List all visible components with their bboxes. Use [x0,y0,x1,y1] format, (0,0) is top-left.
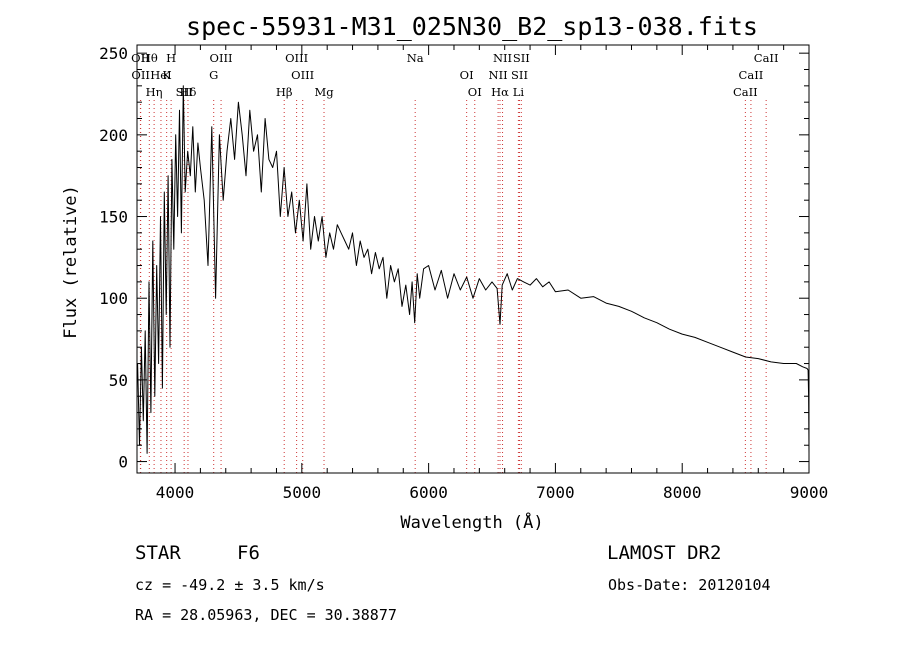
line-label: Mg [314,85,334,99]
line-label: K [162,68,171,82]
line-label: SII [176,85,193,99]
axes: 4000 5000 6000 7000 8000 9000 0 50 100 150 200 250 [99,44,828,502]
line-label: G [209,68,218,82]
x-tick-label: 5000 [283,483,322,502]
y-tick-label: 250 [99,44,128,63]
chart-title: spec-55931-M31_025N30_B2_sp13-038.fits [186,12,758,41]
line-label: SII [511,68,528,82]
line-label: NII [489,68,508,82]
y-tick-label: 0 [118,453,128,472]
spectral-line-markers: HθKHδOIIHeISIIOIIIOIIHηHGHβOIIIOIIIMgNaO… [131,51,779,473]
line-label: HeI [150,68,171,82]
line-label: CaII [739,68,764,82]
line-label: Na [407,51,424,65]
y-axis-label: Flux (relative) [61,185,81,339]
survey-name: LAMOST DR2 [607,542,721,564]
line-label: OIII [285,51,308,65]
line-label: OI [460,68,474,82]
line-label: SII [513,51,530,65]
object-subclass: F6 [237,542,260,564]
line-label: Li [513,85,525,99]
plot-frame [136,44,810,474]
line-label: OIII [291,68,314,82]
x-tick-label: 4000 [156,483,195,502]
line-label: NII [493,51,512,65]
ra-dec-coordinates: RA = 28.05963, DEC = 30.38877 [135,606,397,624]
line-label: OIII [210,51,233,65]
redshift-velocity: cz = -49.2 ± 3.5 km/s [135,576,325,594]
x-tick-label: 7000 [536,483,575,502]
line-label: Hα [491,85,509,99]
line-label: OII [131,51,150,65]
line-label: H [166,51,176,65]
x-tick-label: 6000 [409,483,448,502]
object-class: STAR [135,542,181,564]
y-tick-label: 150 [99,208,128,227]
y-tick-label: 200 [99,126,128,145]
x-tick-label: 8000 [663,483,702,502]
observation-date: Obs-Date: 20120104 [608,576,771,594]
line-label: Hη [146,85,163,99]
spectrum-line-0 [137,85,810,454]
line-label: Hβ [276,85,293,99]
line-label: Hθ [141,51,158,65]
y-tick-label: 100 [99,289,128,308]
line-label: OI [468,85,482,99]
x-tick-label: 9000 [790,483,829,502]
y-tick-label: 50 [109,371,128,390]
line-label: OII [131,68,150,82]
spectrum-series [137,85,810,454]
x-axis-label: Wavelength (Å) [400,511,543,533]
line-label: CaII [733,85,758,99]
line-label: CaII [754,51,779,65]
